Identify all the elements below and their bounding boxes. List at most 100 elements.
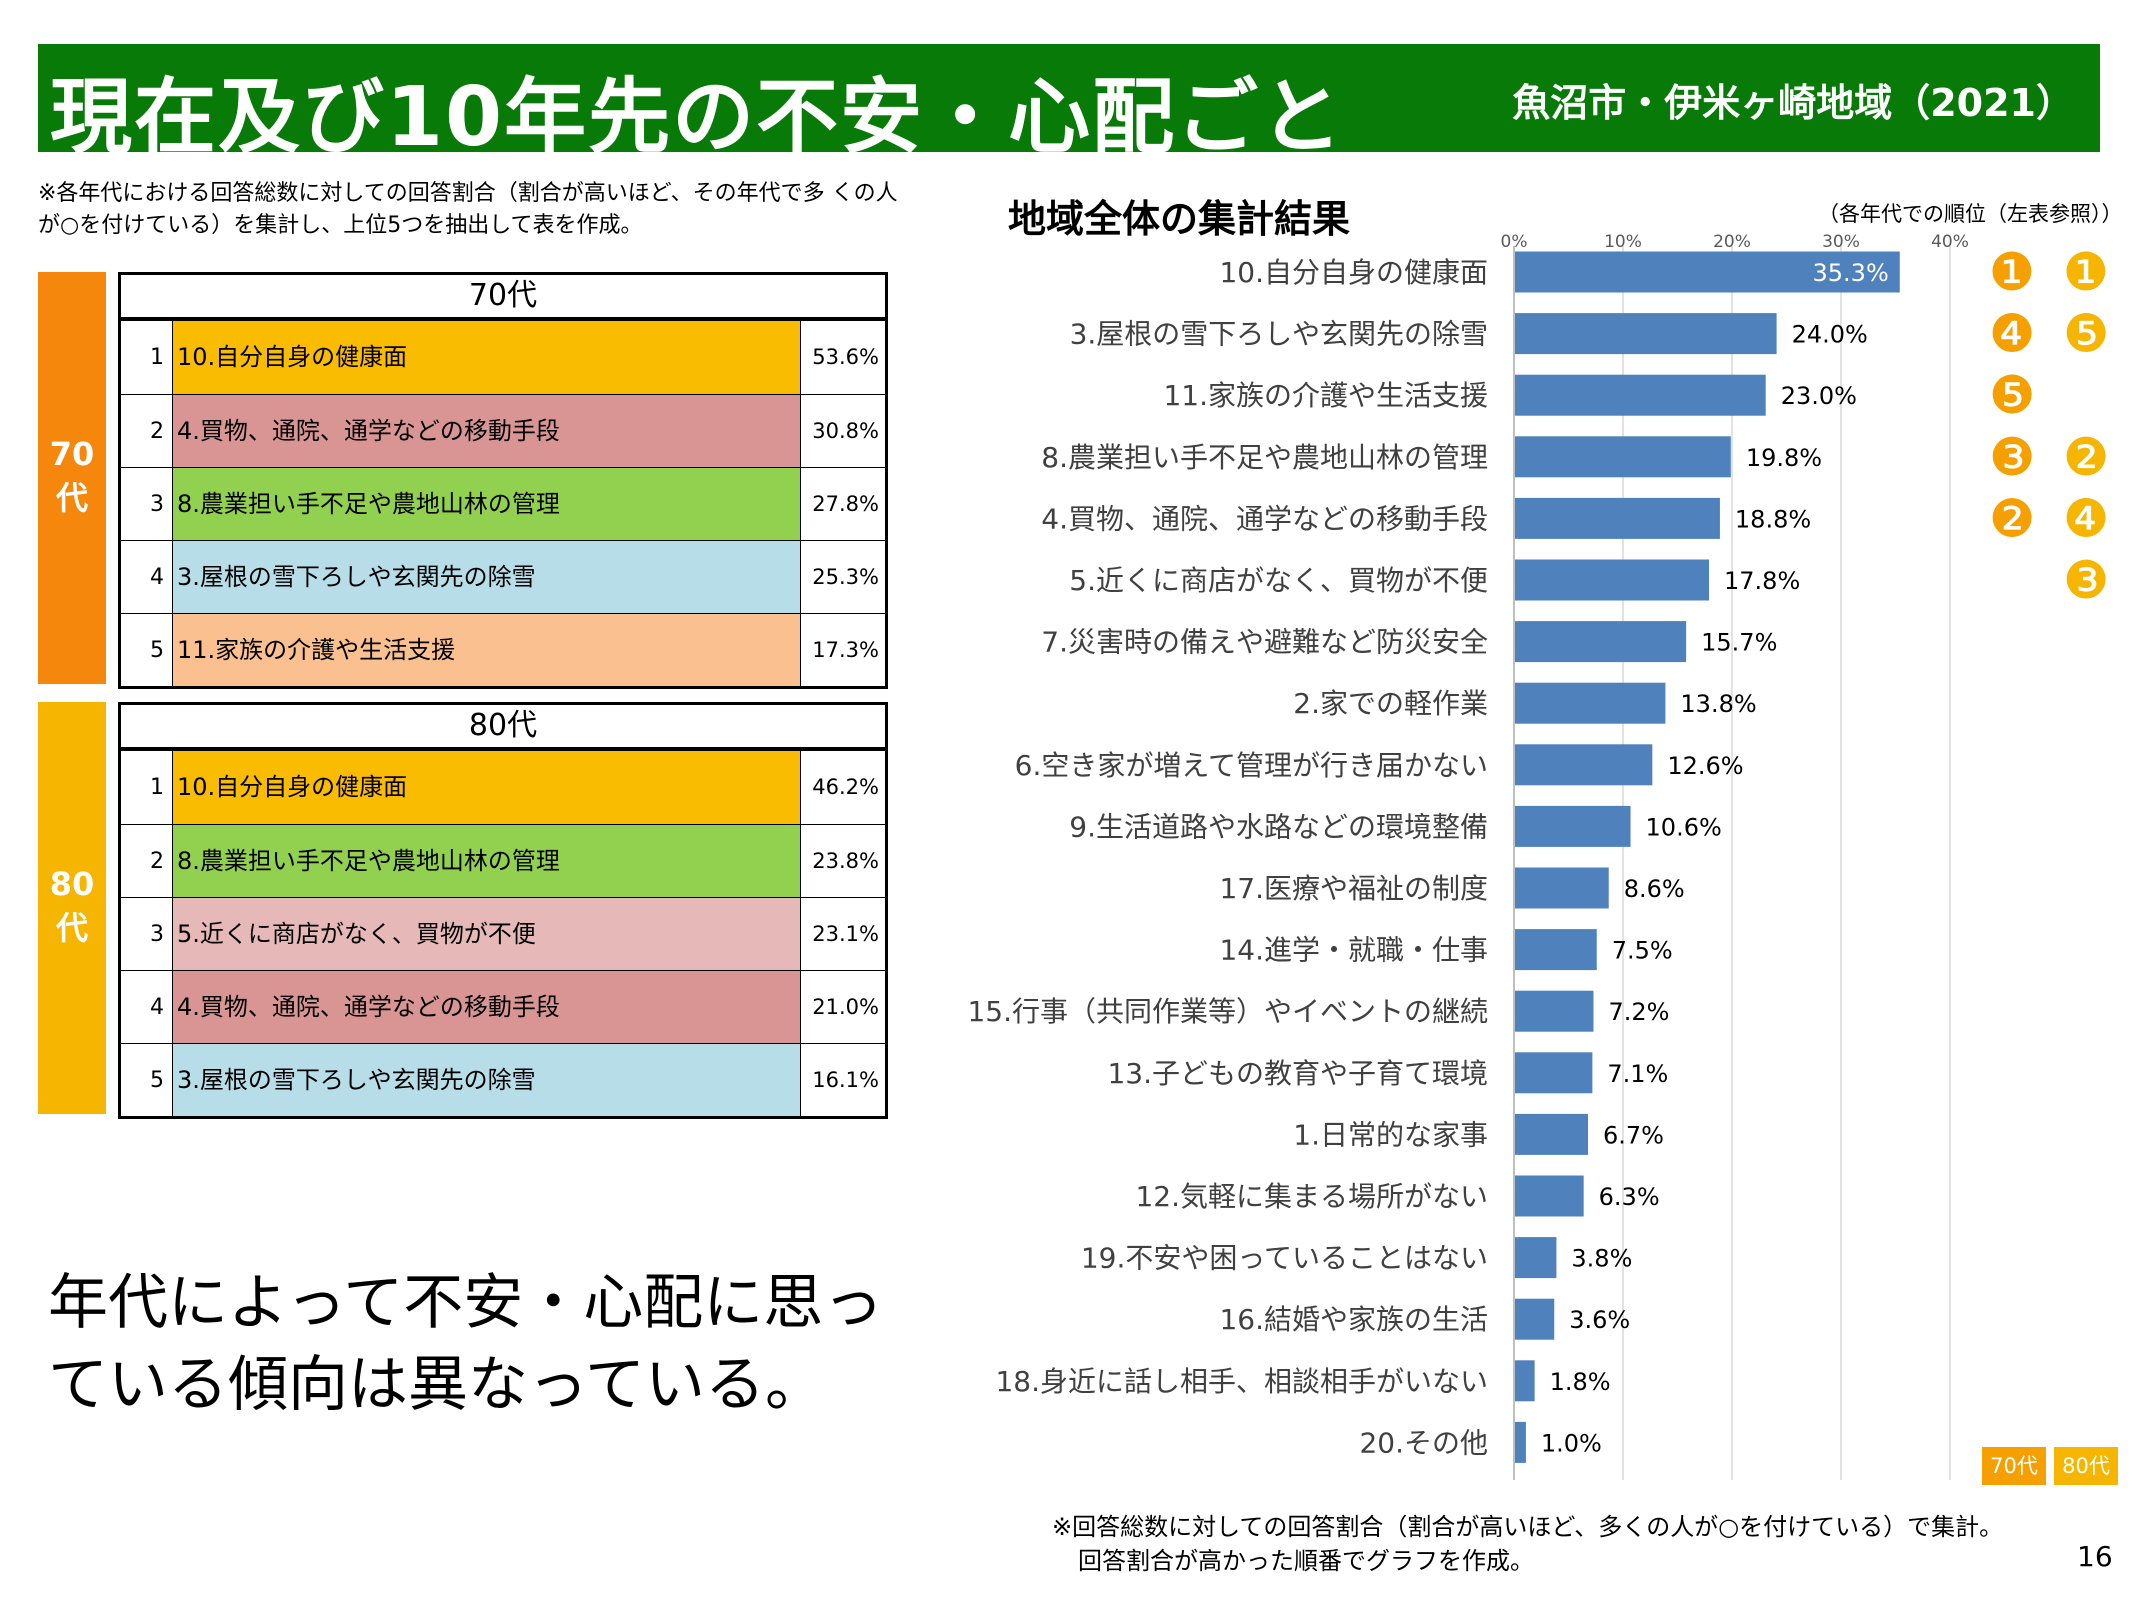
category-label: 15.行事（共同作業等）やイベントの継続: [967, 995, 1488, 1028]
table-row: 5 11.家族の介護や生活支援 17.3%: [121, 613, 885, 686]
bar: [1515, 621, 1687, 663]
age-tab-70: 70 代: [38, 272, 106, 684]
bar: [1515, 1175, 1584, 1217]
data-label: 3.8%: [1571, 1245, 1632, 1273]
category-label: 12.気軽に集まる場所がない: [1135, 1180, 1488, 1213]
x-tick-label: 0%: [1501, 232, 1528, 252]
bar: [1515, 436, 1731, 478]
chart-note-line1: ※回答総数に対しての回答割合（割合が高いほど、多くの人が○を付けている）で集計。: [1052, 1513, 2004, 1541]
data-label: 24.0%: [1792, 321, 1868, 349]
category-label: 6.空き家が増えて管理が行き届かない: [1015, 749, 1488, 782]
data-label: 7.2%: [1608, 998, 1669, 1026]
category-label: 17.医療や福祉の制度: [1219, 872, 1488, 905]
rank-70-badge-icon: ❷: [1989, 489, 2036, 549]
rank-label: 4.買物、通院、通学などの移動手段: [173, 395, 801, 467]
rank-number: 5: [121, 1044, 173, 1116]
rank-value: 53.6%: [812, 345, 879, 369]
table-row: 5 3.屋根の雪下ろしや玄関先の除雪 16.1%: [121, 1043, 885, 1116]
data-label: 18.8%: [1735, 505, 1811, 533]
age-tab-70-line2: 代: [55, 479, 88, 517]
category-label: 9.生活道路や水路などの環境整備: [1069, 810, 1488, 843]
age-tab-80: 80 代: [38, 702, 106, 1114]
data-label: 6.3%: [1599, 1183, 1660, 1211]
legend-80: 80代: [2054, 1447, 2118, 1485]
category-label: 16.結婚や家族の生活: [1219, 1303, 1488, 1336]
data-label: 7.1%: [1607, 1060, 1668, 1088]
age-tab-80-line1: 80: [49, 865, 95, 903]
data-label: 7.5%: [1612, 937, 1673, 965]
legend-70: 70代: [1982, 1447, 2046, 1485]
data-label: 10.6%: [1646, 813, 1722, 841]
rank-label: 4.買物、通院、通学などの移動手段: [173, 971, 801, 1043]
rank-80-badge-icon: ❺: [2063, 305, 2110, 365]
bar: [1515, 374, 1766, 416]
rank-80-badge-icon: ❸: [2063, 551, 2110, 611]
bar: [1515, 1360, 1535, 1402]
rank-label: 8.農業担い手不足や農地山林の管理: [173, 825, 801, 897]
table-row: 2 8.農業担い手不足や農地山林の管理 23.8%: [121, 824, 885, 897]
rank-number: 3: [121, 468, 173, 540]
rank-value: 23.1%: [812, 922, 879, 946]
category-label: 18.身近に話し相手、相談相手がいない: [995, 1365, 1488, 1398]
bar: [1515, 497, 1720, 539]
bar: [1515, 251, 1900, 293]
category-label: 2.家での軽作業: [1293, 687, 1488, 720]
chart-note: ※回答総数に対しての回答割合（割合が高いほど、多くの人が○を付けている）で集計。…: [1052, 1510, 2003, 1578]
category-label: 20.その他: [1359, 1426, 1488, 1459]
data-label: 35.3%: [1813, 259, 1889, 287]
data-label: 1.8%: [1550, 1368, 1611, 1396]
table-header: 70代: [121, 275, 885, 321]
ranking-table-70: 70代 1 10.自分自身の健康面 53.6% 2 4.買物、通院、通学などの移動手段 3…: [118, 272, 888, 689]
rank-label: 11.家族の介護や生活支援: [173, 614, 801, 686]
bar: [1515, 1237, 1557, 1279]
category-label: 13.子どもの教育や子育て環境: [1107, 1057, 1488, 1090]
data-label: 6.7%: [1603, 1121, 1664, 1149]
region-label: 魚沼市・伊米ヶ崎地域（2021）: [1512, 81, 2074, 125]
bar: [1515, 867, 1609, 909]
age-tab-70-line1: 70: [49, 435, 95, 473]
rank-number: 4: [121, 971, 173, 1043]
rank-note: （各年代での順位（左表参照））: [1818, 202, 2123, 226]
rank-value: 25.3%: [812, 565, 879, 589]
table-row: 3 8.農業担い手不足や農地山林の管理 27.8%: [121, 467, 885, 540]
rank-label: 3.屋根の雪下ろしや玄関先の除雪: [173, 541, 801, 613]
bar: [1515, 559, 1710, 601]
bar: [1515, 1113, 1589, 1155]
rank-value: 16.1%: [812, 1068, 879, 1092]
age-tab-80-line2: 代: [55, 909, 88, 947]
rank-label: 3.屋根の雪下ろしや玄関先の除雪: [173, 1044, 801, 1116]
rank-number: 5: [121, 614, 173, 686]
data-label: 1.0%: [1541, 1429, 1602, 1457]
data-label: 13.8%: [1680, 690, 1756, 718]
page-title: 現在及び10年先の不安・心配ごと: [50, 70, 1345, 165]
rank-number: 1: [121, 751, 173, 824]
rank-80-badge-icon: ❷: [2063, 428, 2110, 488]
page-number: 16: [2077, 1540, 2113, 1573]
data-label: 12.6%: [1667, 752, 1743, 780]
rank-number: 3: [121, 898, 173, 970]
bar: [1515, 1052, 1593, 1094]
table-row: 4 4.買物、通院、通学などの移動手段 21.0%: [121, 970, 885, 1043]
rank-label: 8.農業担い手不足や農地山林の管理: [173, 468, 801, 540]
category-label: 4.買物、通院、通学などの移動手段: [1041, 502, 1488, 535]
ranking-table-80: 80代 1 10.自分自身の健康面 46.2% 2 8.農業担い手不足や農地山林の管理 2…: [118, 702, 888, 1119]
category-label: 5.近くに商店がなく、買物が不便: [1069, 564, 1488, 597]
table-row: 1 10.自分自身の健康面 46.2%: [121, 751, 885, 824]
category-label: 10.自分自身の健康面: [1219, 256, 1488, 289]
bar: [1515, 805, 1631, 847]
rank-value: 21.0%: [812, 995, 879, 1019]
rank-80-badge-icon: ❹: [2063, 489, 2110, 549]
table-header: 80代: [121, 705, 885, 751]
conclusion-text: 年代によって不安・心配に思っている傾向は異なっている。: [48, 1268, 884, 1420]
bar: [1515, 682, 1666, 724]
rank-number: 2: [121, 395, 173, 467]
data-label: 19.8%: [1746, 444, 1822, 472]
x-tick-label: 30%: [1822, 232, 1860, 252]
rank-value: 27.8%: [812, 492, 879, 516]
data-label: 3.6%: [1569, 1306, 1630, 1334]
bar: [1515, 1421, 1526, 1463]
bar: [1515, 313, 1777, 355]
category-label: 7.災害時の備えや避難など防災安全: [1041, 626, 1488, 659]
rank-label: 10.自分自身の健康面: [173, 751, 801, 824]
x-tick-label: 10%: [1604, 232, 1642, 252]
